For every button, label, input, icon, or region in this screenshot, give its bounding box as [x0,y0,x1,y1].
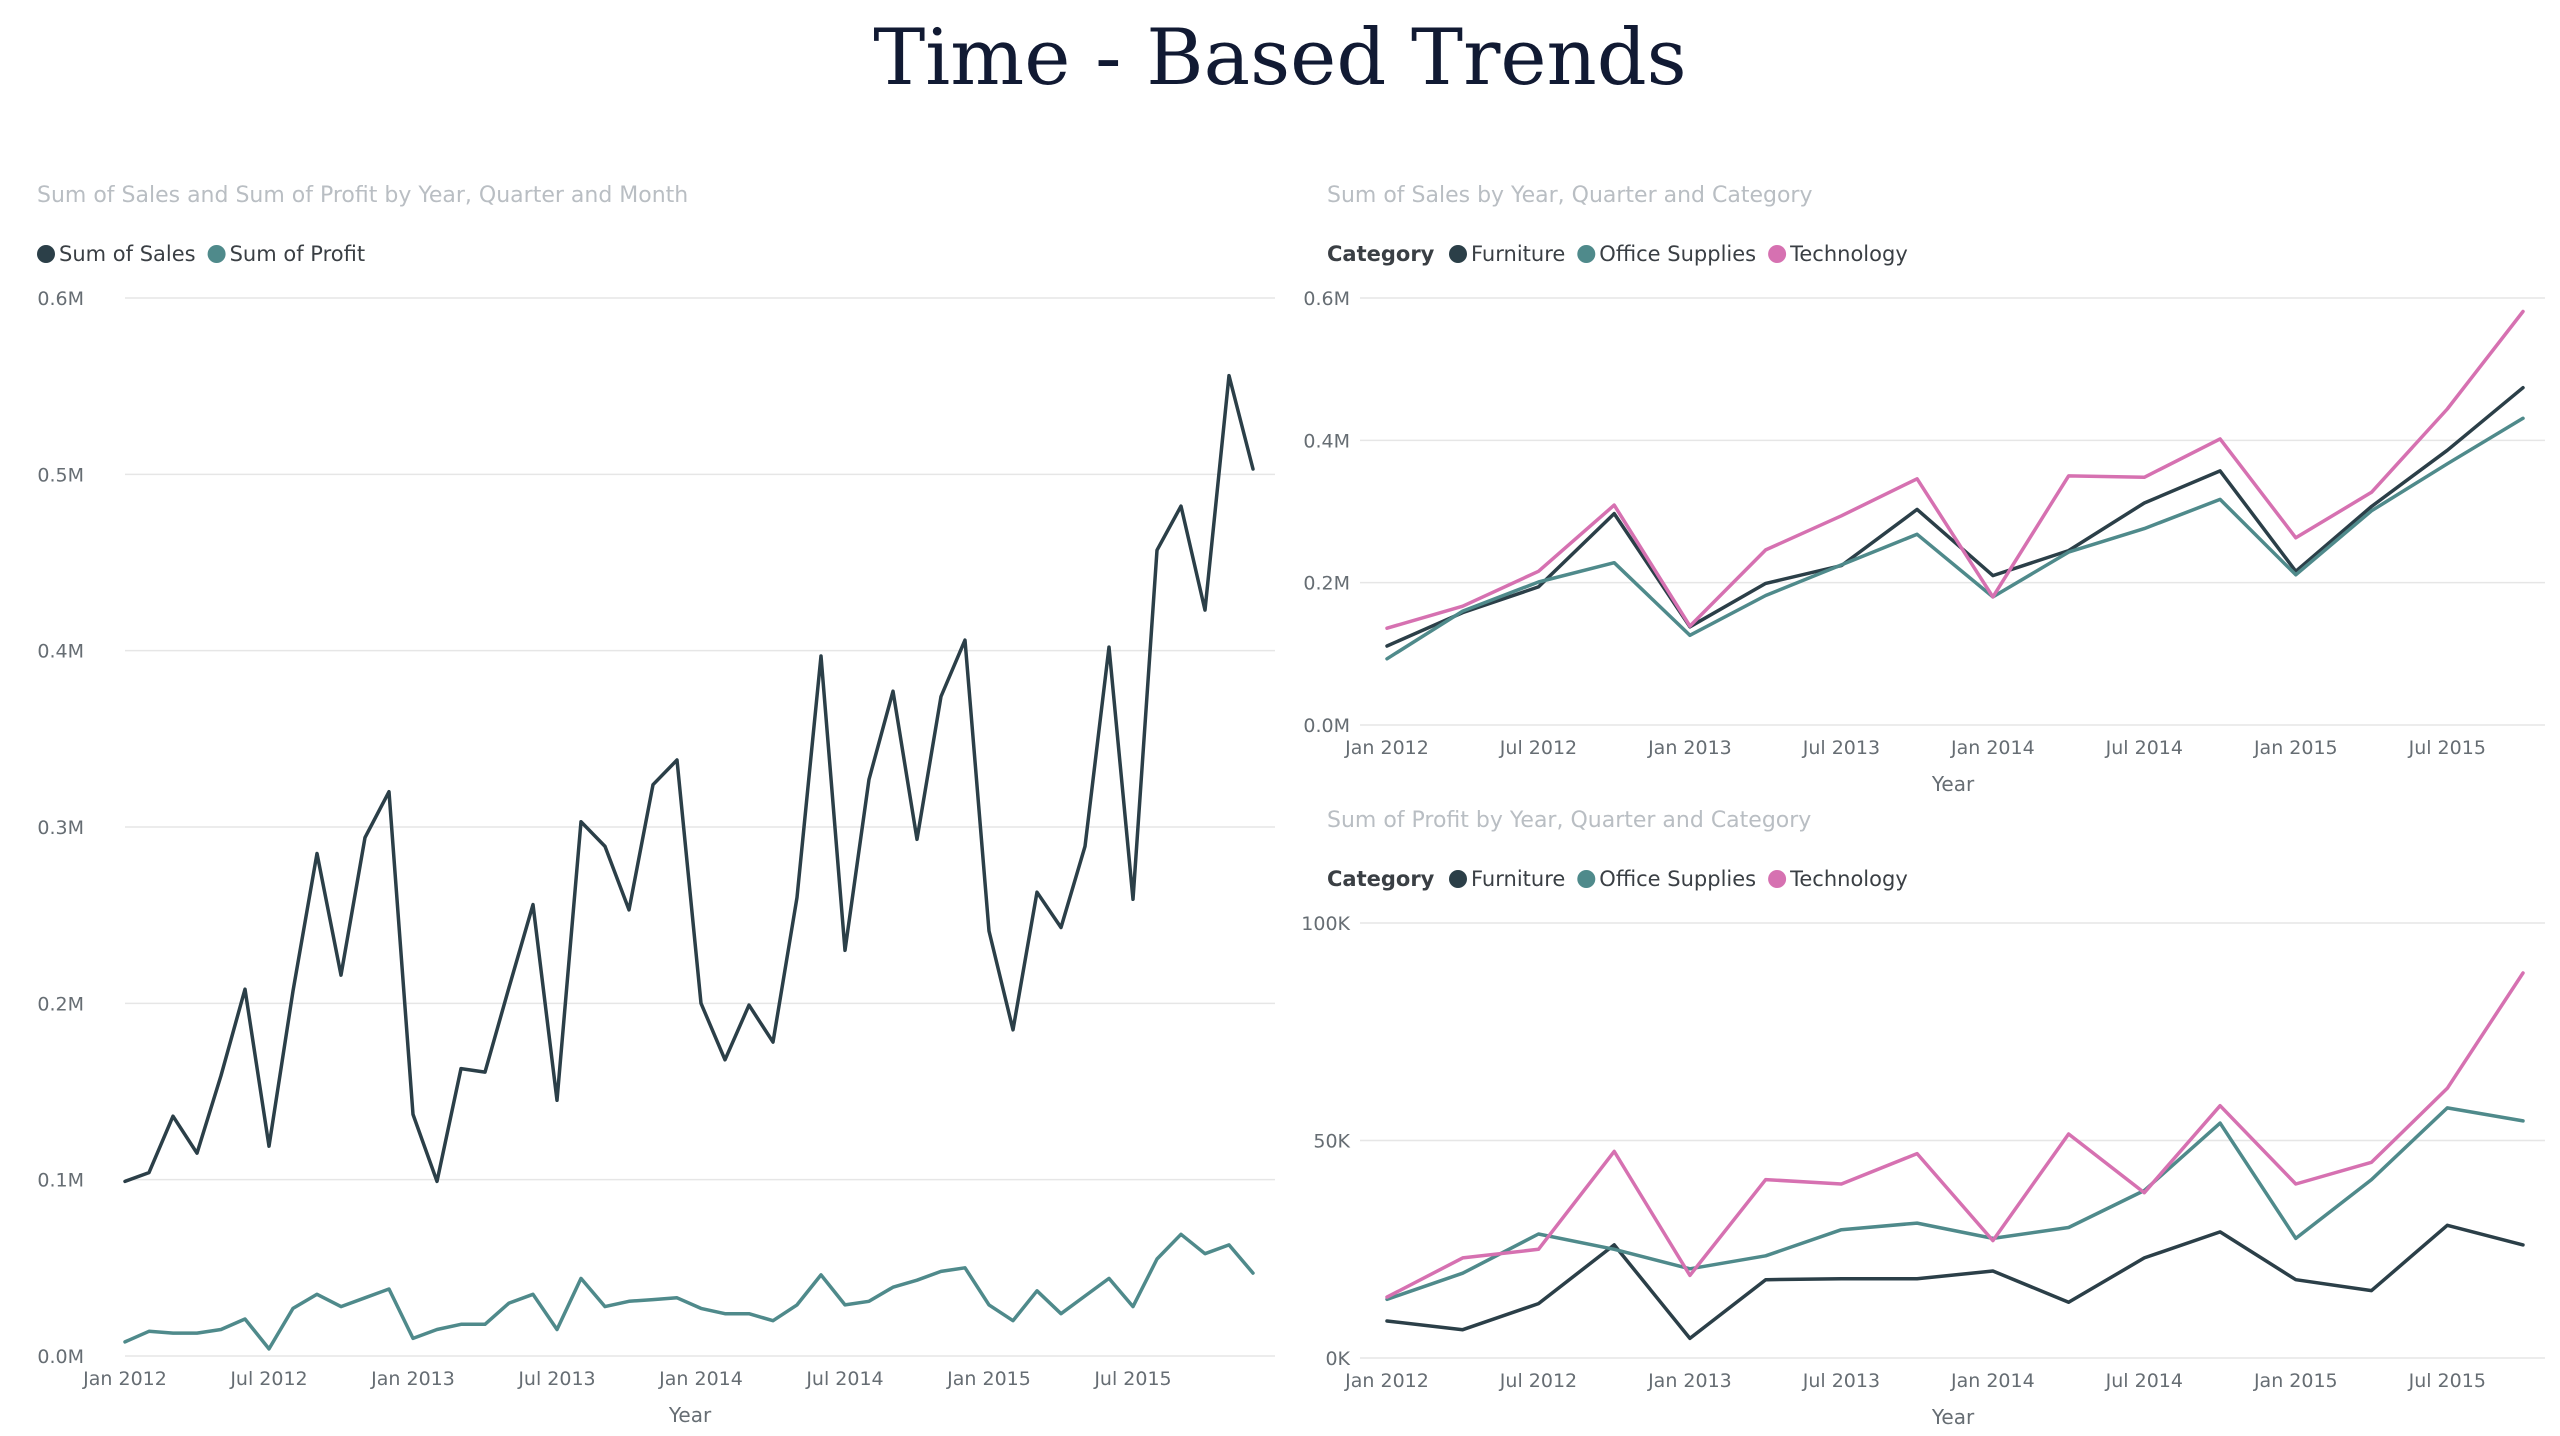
legend-label: Furniture [1471,242,1565,266]
chart-title: Sum of Profit by Year, Quarter and Categ… [1327,808,1811,833]
y-tick-label: 0.6M [37,288,84,310]
series-line-office-supplies[interactable] [1385,416,2525,661]
legend-marker [1577,870,1596,888]
y-tick-label: 50K [1313,1131,1350,1153]
page-title: Time - Based Trends [873,13,1687,103]
x-tick-label: Jan 2014 [1950,1370,2035,1392]
legend-label: Furniture [1471,867,1565,891]
profit-by-category-chart: Sum of Profit by Year, Quarter and Categ… [1301,808,2545,1429]
y-tick-label: 0.5M [37,464,84,486]
x-tick-label: Jan 2013 [1647,737,1732,759]
series-line-furniture[interactable] [1385,385,2525,648]
y-tick-label: 0.4M [37,641,84,663]
y-tick-label: 0.4M [1303,430,1350,452]
legend-title: Category [1327,867,1435,891]
series-line-technology[interactable] [1385,309,2525,630]
x-tick-label: Jul 2013 [517,1368,595,1390]
x-tick-label: Jan 2012 [82,1368,167,1390]
x-axis-label: Year [668,1403,712,1427]
legend-title: Category [1327,242,1435,266]
x-axis-label: Year [1931,772,1975,796]
legend-item-office-supplies[interactable]: Office Supplies [1577,867,1756,891]
legend-label: Technology [1789,867,1908,891]
legend-marker [207,245,226,263]
series-line-sum-of-sales[interactable] [123,373,1255,1184]
x-tick-label: Jan 2015 [2253,1370,2338,1392]
x-tick-label: Jul 2014 [2105,737,2183,759]
x-tick-label: Jan 2012 [1344,737,1429,759]
series-line-office-supplies[interactable] [1385,1106,2525,1302]
legend-marker [1449,870,1467,888]
sales-by-category-chart: Sum of Sales by Year, Quarter and Catego… [1303,183,2545,796]
x-tick-label: Jul 2012 [1499,1370,1577,1392]
x-tick-label: Jul 2014 [805,1368,883,1390]
x-tick-label: Jul 2012 [229,1368,307,1390]
legend-marker [1449,245,1467,263]
series-line-technology[interactable] [1385,971,2525,1299]
legend-label: Technology [1789,242,1908,266]
x-tick-label: Jul 2014 [2105,1370,2183,1392]
chart-title: Sum of Sales by Year, Quarter and Catego… [1327,183,1812,208]
series-line-sum-of-profit[interactable] [123,1232,1255,1351]
legend-label: Sum of Profit [230,242,365,266]
x-tick-label: Jul 2012 [1499,737,1577,759]
x-tick-label: Jul 2013 [1802,1370,1880,1392]
legend-label: Office Supplies [1599,242,1756,266]
legend-marker [1768,245,1787,263]
legend-marker [1577,245,1596,263]
chart-title: Sum of Sales and Sum of Profit by Year, … [37,183,688,208]
y-tick-label: 0.6M [1303,288,1350,310]
x-tick-label: Jan 2012 [1344,1370,1429,1392]
y-tick-label: 0.0M [1303,715,1350,737]
x-tick-label: Jan 2014 [658,1368,743,1390]
sales-profit-monthly-chart: Sum of Sales and Sum of Profit by Year, … [37,183,1275,1427]
legend-item-technology[interactable]: Technology [1768,242,1908,266]
y-tick-label: 0.0M [37,1346,84,1368]
y-tick-label: 0.1M [37,1170,84,1192]
x-tick-label: Jul 2015 [1093,1368,1171,1390]
legend-label: Office Supplies [1599,867,1756,891]
legend-item-sum-of-sales[interactable]: Sum of Sales [37,242,196,266]
y-tick-label: 0K [1325,1348,1350,1370]
x-tick-label: Jan 2013 [1647,1370,1732,1392]
x-tick-label: Jul 2013 [1802,737,1880,759]
x-tick-label: Jan 2014 [1950,737,2035,759]
legend-marker [37,245,55,263]
legend-item-office-supplies[interactable]: Office Supplies [1577,242,1756,266]
legend-item-technology[interactable]: Technology [1768,867,1908,891]
legend-item-furniture[interactable]: Furniture [1449,867,1565,891]
legend-item-sum-of-profit[interactable]: Sum of Profit [207,242,365,266]
y-tick-label: 0.2M [37,993,84,1015]
x-tick-label: Jan 2013 [370,1368,455,1390]
x-tick-label: Jul 2015 [2408,737,2486,759]
legend-label: Sum of Sales [59,242,196,266]
legend-item-furniture[interactable]: Furniture [1449,242,1565,266]
y-tick-label: 0.2M [1303,573,1350,595]
y-tick-label: 100K [1301,913,1350,935]
x-tick-label: Jul 2015 [2408,1370,2486,1392]
x-tick-label: Jan 2015 [946,1368,1031,1390]
series-line-furniture[interactable] [1385,1223,2525,1341]
y-tick-label: 0.3M [37,817,84,839]
x-axis-label: Year [1931,1405,1975,1429]
x-tick-label: Jan 2015 [2253,737,2338,759]
legend-marker [1768,870,1787,888]
